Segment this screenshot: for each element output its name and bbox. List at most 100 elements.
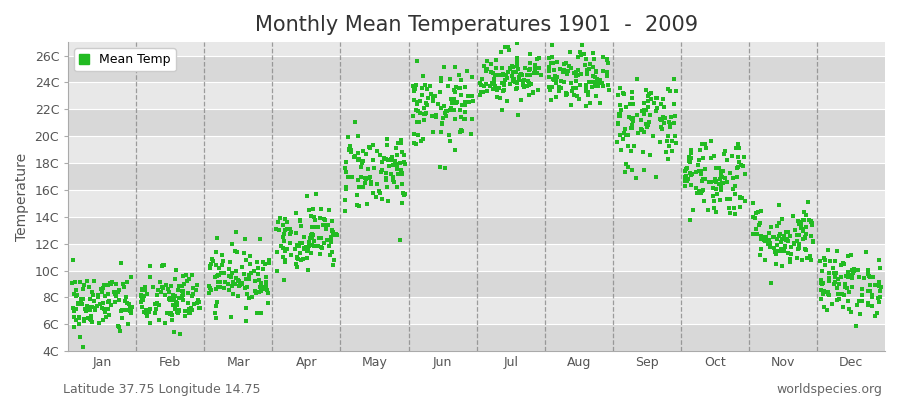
Point [806,238,821,245]
Point [720,179,734,185]
Point [698,166,713,172]
Point [252,277,266,284]
Point [370,148,384,154]
Point [595,80,609,87]
Point [494,49,508,56]
Point [222,286,237,293]
Point [686,207,700,214]
Point [547,76,562,83]
Point [777,233,791,239]
Point [108,291,122,297]
Point [149,300,164,306]
Point [481,88,495,94]
Point [826,265,841,271]
Point [791,246,806,252]
Point [172,294,186,301]
Point [182,306,196,312]
Point [778,244,792,250]
Point [307,242,321,249]
Point [120,300,134,307]
Point [296,233,310,240]
Point [393,140,408,146]
Point [496,71,510,78]
Point [661,133,675,140]
Point [642,119,656,125]
Point [226,279,240,286]
Point [827,281,842,287]
Point [734,162,749,168]
Point [391,163,405,170]
Point [283,240,297,246]
Point [861,288,876,294]
Point [389,160,403,167]
Point [203,264,218,271]
Point [490,94,504,100]
Point [489,65,503,71]
Point [216,270,230,276]
Point [497,80,511,87]
Point [488,83,502,89]
Point [290,264,304,270]
Point [339,186,354,192]
Point [307,214,321,220]
Point [806,222,820,228]
Point [492,94,507,101]
Point [589,68,603,74]
Point [445,97,459,103]
Point [84,315,98,322]
Point [170,309,184,316]
Point [96,317,111,323]
Point [108,290,122,296]
Point [681,176,696,182]
Point [83,296,97,302]
Point [390,166,404,172]
Point [184,293,199,300]
Point [637,129,652,136]
Point [397,192,411,198]
Point [343,143,357,150]
Point [621,143,635,149]
Point [109,293,123,299]
Point [871,295,886,302]
Point [134,291,148,298]
Point [257,261,272,268]
Point [305,235,320,242]
Point [82,304,96,310]
Point [639,121,653,127]
Point [314,206,328,212]
Point [842,273,856,280]
Point [778,242,793,249]
Point [434,78,448,85]
Point [365,157,380,164]
Point [88,307,103,314]
Point [641,93,655,99]
Point [275,222,290,228]
Point [139,307,153,313]
Point [733,194,747,200]
Point [523,51,537,58]
Point [831,291,845,298]
Point [342,147,356,153]
Point [746,200,760,206]
Point [392,237,407,243]
Point [437,103,452,110]
Point [303,213,318,220]
Point [775,236,789,243]
Point [821,291,835,298]
Point [225,241,239,248]
Point [828,273,842,280]
Point [704,178,718,185]
Point [624,125,638,131]
Point [564,79,579,86]
Point [806,239,821,245]
Point [655,126,670,132]
Point [303,235,318,242]
Point [641,122,655,128]
Point [689,185,704,192]
Point [500,75,515,82]
Point [708,178,723,184]
Point [188,287,202,294]
Point [323,239,338,246]
Point [660,137,674,144]
Point [770,222,784,229]
